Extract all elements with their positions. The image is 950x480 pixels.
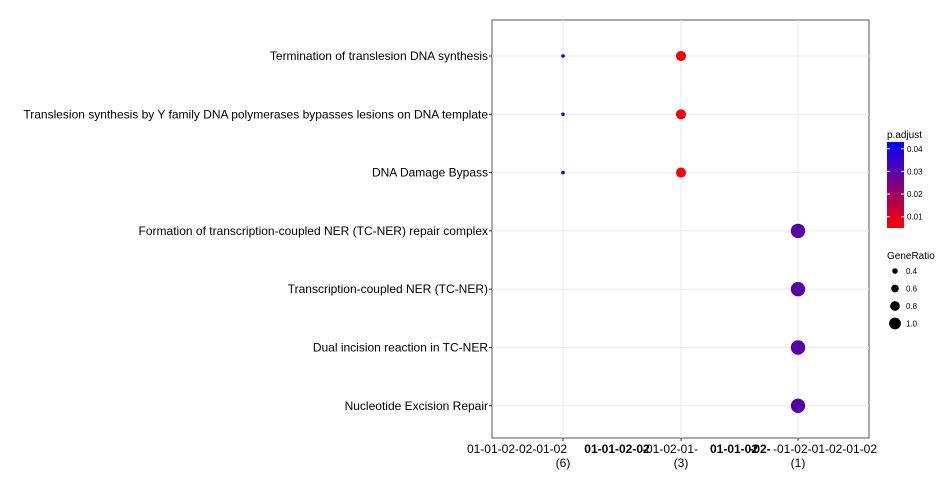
p-adjust-legend: p.adjust 0.04 0.03 0.02 0.01 <box>887 130 923 228</box>
data-point <box>561 170 565 175</box>
data-point <box>675 109 687 120</box>
color-bar-label: 0.03 <box>907 167 923 176</box>
y-tick-label: Transcription-coupled NER (TC-NER) <box>288 282 488 296</box>
size-legend-dot <box>891 284 899 293</box>
data-point <box>675 50 687 62</box>
data-point <box>790 282 806 297</box>
x-tick-label: -01-02-01- <box>642 442 698 456</box>
y-tick-label: Nucleotide Excision Repair <box>345 399 488 413</box>
color-bar-label: 0.02 <box>907 190 923 199</box>
data-point <box>561 112 565 117</box>
legend-title-padjust: p.adjust <box>887 130 922 141</box>
y-tick-label: Termination of translesion DNA synthesis <box>270 49 488 63</box>
data-points <box>561 50 806 413</box>
x-cluster-label: (3) <box>674 456 689 470</box>
y-tick-label: Formation of transcription-coupled NER (… <box>139 224 488 238</box>
size-legend-label: 0.6 <box>906 285 918 294</box>
y-tick-label: Translesion synthesis by Y family DNA po… <box>23 107 488 121</box>
data-point <box>675 167 687 178</box>
y-tick-label: DNA Damage Bypass <box>372 166 488 180</box>
x-cluster-label: (1) <box>791 456 806 470</box>
size-legend-label: 0.8 <box>906 302 918 311</box>
x-tick-label: -02- <box>749 442 770 456</box>
color-bar-label: 0.01 <box>907 213 923 222</box>
y-axis-labels: Termination of translesion DNA synthesis… <box>23 49 492 413</box>
size-legend-dot <box>890 301 900 311</box>
size-legend-label: 0.4 <box>906 267 918 276</box>
color-bar <box>887 142 904 228</box>
data-point <box>790 398 806 413</box>
x-axis-labels: (6) (3) (1)01-01-02-02-01-02 01-01-02-02-01… <box>467 438 877 470</box>
size-legend-dot <box>892 268 898 274</box>
x-tick-label: 01-01-02 <box>710 442 758 456</box>
x-cluster-label: (6) <box>556 456 571 470</box>
size-legend-dot <box>889 317 901 330</box>
data-point <box>790 340 806 355</box>
gene-ratio-legend: GeneRatio 0.4 0.6 0.8 1.0 <box>887 251 935 330</box>
x-tick-label: 01-01-02-02-01-02 <box>467 442 567 456</box>
data-point <box>561 54 565 58</box>
size-legend-label: 1.0 <box>906 320 918 329</box>
color-bar-label: 0.04 <box>907 145 923 154</box>
x-tick-label: -01-02-01-02-01-02 <box>773 442 877 456</box>
data-point <box>790 223 806 239</box>
x-tick-label: 01-01-02-02 <box>584 442 650 456</box>
y-tick-label: Dual incision reaction in TC-NER <box>313 341 489 355</box>
legend-title-generatio: GeneRatio <box>887 251 935 262</box>
